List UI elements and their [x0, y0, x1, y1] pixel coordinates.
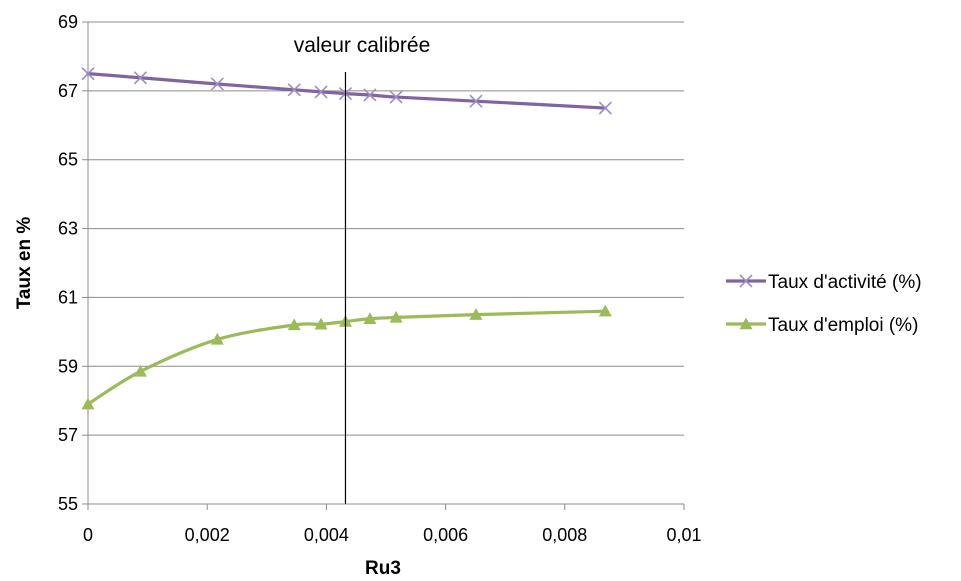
legend-item-1: Taux d'activité (%) — [726, 272, 922, 293]
data-point-2 — [81, 397, 95, 410]
data-point-1 — [133, 71, 148, 85]
y-tick-label: 63 — [58, 219, 78, 239]
data-point-2 — [363, 312, 377, 324]
x-tick-label: 0,006 — [423, 525, 468, 545]
y-tick-label: 67 — [58, 81, 78, 101]
legend-label: Taux d'emploi (%) — [768, 315, 918, 336]
legend: Taux d'activité (%) Taux d'emploi (%) — [726, 272, 922, 336]
y-tick-label: 57 — [58, 425, 78, 445]
series-line-2 — [86, 309, 607, 406]
legend-marker — [739, 317, 753, 330]
y-tick-label: 59 — [58, 356, 78, 376]
data-point-2 — [210, 332, 224, 345]
data-point-1 — [389, 90, 403, 104]
legend-label: Taux d'activité (%) — [768, 272, 922, 293]
calibration-label: valeur calibrée — [294, 34, 431, 57]
y-tick-label: 61 — [58, 287, 78, 307]
x-tick-label: 0,002 — [185, 525, 230, 545]
data-point-2 — [133, 364, 147, 377]
legend-marker — [739, 274, 753, 288]
data-point-2 — [287, 318, 301, 331]
series-group — [81, 67, 612, 410]
y-tick-label: 55 — [58, 494, 78, 514]
x-tick-label: 0,004 — [304, 525, 349, 545]
x-tick-label: 0 — [83, 525, 93, 545]
data-point-1 — [210, 77, 224, 91]
data-point-1 — [314, 85, 328, 99]
y-tick-label: 65 — [58, 150, 78, 170]
data-point-1 — [598, 101, 612, 115]
y-axis-title: Taux en % — [14, 217, 35, 310]
data-point-1 — [287, 83, 301, 97]
data-point-2 — [598, 304, 612, 317]
series-line-1 — [86, 72, 607, 110]
x-axis-title: Ru3 — [365, 558, 401, 579]
legend-item-2: Taux d'emploi (%) — [726, 315, 918, 336]
x-tick-label: 0,008 — [542, 525, 587, 545]
data-point-1 — [363, 88, 377, 102]
axes — [87, 22, 684, 505]
y-tick-labels: 55 57 59 61 63 65 67 69 — [58, 12, 78, 514]
x-tick-labels: 0 0,002 0,004 0,006 0,008 0,01 — [83, 504, 702, 545]
x-tick-label: 0,01 — [666, 525, 701, 545]
data-point-2 — [314, 317, 328, 330]
grid-lines — [82, 21, 684, 505]
calibration-annotation: valeur calibrée — [294, 34, 431, 504]
y-tick-label: 69 — [58, 12, 78, 32]
data-point-1 — [81, 67, 95, 81]
data-point-2 — [389, 310, 403, 323]
data-point-2 — [469, 308, 483, 320]
data-point-1 — [469, 94, 483, 108]
